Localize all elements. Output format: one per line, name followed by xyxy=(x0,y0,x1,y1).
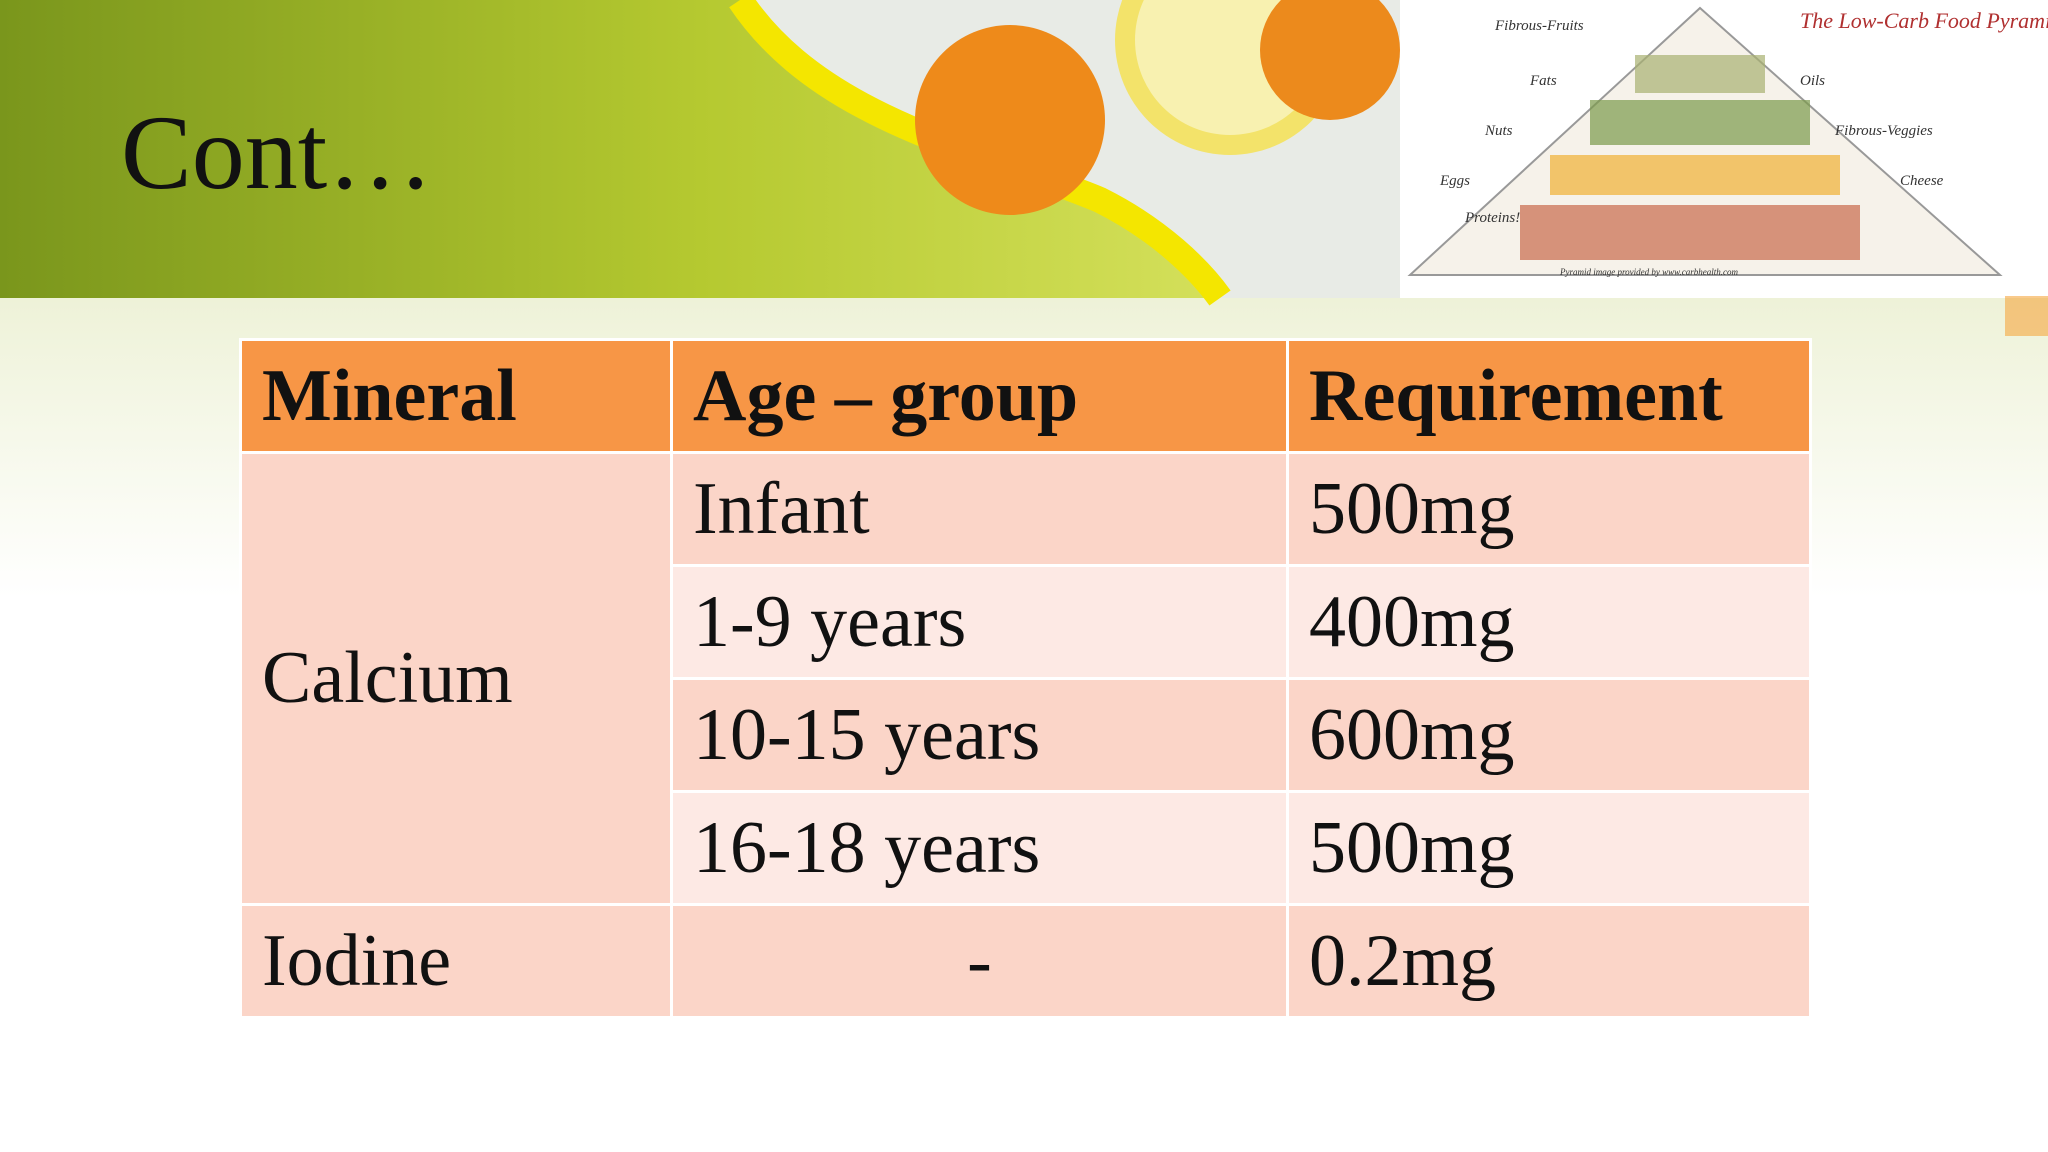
table-row: 10-15 years 600mg xyxy=(241,677,1812,793)
slide-title: Cont… xyxy=(121,94,434,211)
nut-band xyxy=(1590,100,1810,145)
header-cell: Age – group xyxy=(670,338,1289,454)
header-row: Mineral Age – group Requirement xyxy=(239,338,1812,454)
protein-band xyxy=(1520,205,1860,260)
mineral-cell: Iodine xyxy=(239,903,673,1019)
requirement-cell: 500mg xyxy=(1286,451,1812,567)
table-row: 1-9 years 400mg xyxy=(241,564,1812,680)
pyramid-label: Fibrous-Fruits xyxy=(1494,18,1584,34)
mineral-table: Mineral Age – group Requirement Calcium Infa… xyxy=(239,338,1812,1019)
pyramid-label: Fibrous-Veggies xyxy=(1834,123,1933,139)
table-row: Iodine -0.2mg xyxy=(239,903,1812,1019)
mineral-cell: Calcium xyxy=(239,451,673,906)
header-cell: Mineral xyxy=(239,338,673,454)
pyramid-label: Eggs xyxy=(1439,173,1470,189)
requirement-cell: 600mg xyxy=(1286,677,1812,793)
header-cell: Requirement xyxy=(1286,338,1812,454)
pyramid-label: Oils xyxy=(1800,73,1825,89)
food-pyramid-image: The Low-Carb Food Pyramid Fibrous-Fruits… xyxy=(1400,0,2048,294)
age-group-cell: 1-9 years xyxy=(670,564,1289,680)
age-group-cell: Infant xyxy=(670,451,1289,567)
image-title: The Low-Carb Food Pyramid xyxy=(1800,8,2048,33)
age-group-cell: - xyxy=(670,903,1289,1019)
pyramid-label: Proteins! xyxy=(1464,210,1520,226)
fat-band xyxy=(1635,55,1765,93)
image-credit: Pyramid image provided by www.carbhealth… xyxy=(1559,267,1738,277)
age-group-cell: 10-15 years xyxy=(670,677,1289,793)
age-group-cell: 16-18 years xyxy=(670,790,1289,906)
requirement-cell: 0.2mg xyxy=(1286,903,1812,1019)
requirement-cell: 500mg xyxy=(1286,790,1812,906)
pyramid-label: Cheese xyxy=(1900,173,1944,189)
egg-band xyxy=(1550,155,1840,195)
table-row: 16-18 years 500mg xyxy=(241,790,1812,906)
table-row: Calcium Infant 500mg xyxy=(239,451,1812,906)
requirement-cell: 400mg xyxy=(1286,564,1812,680)
pyramid-label: Nuts xyxy=(1484,123,1513,139)
pyramid-label: Fats xyxy=(1529,73,1557,89)
